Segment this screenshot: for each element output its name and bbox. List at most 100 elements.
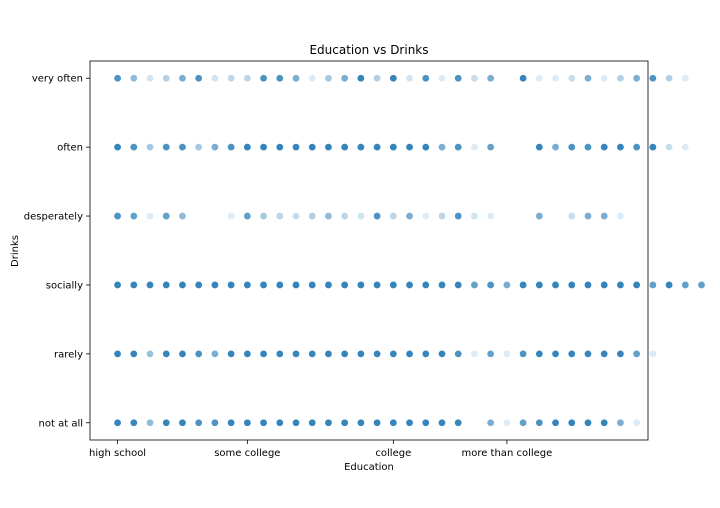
data-point bbox=[438, 419, 446, 427]
data-point bbox=[211, 281, 219, 289]
data-point bbox=[373, 143, 381, 151]
data-point bbox=[243, 350, 251, 358]
data-point bbox=[195, 281, 203, 289]
data-point bbox=[552, 143, 559, 151]
data-point bbox=[308, 350, 316, 358]
data-point bbox=[454, 143, 462, 151]
data-point bbox=[487, 143, 495, 151]
data-point bbox=[422, 143, 430, 151]
data-point bbox=[308, 281, 316, 289]
data-point bbox=[308, 74, 316, 82]
data-point bbox=[438, 350, 446, 358]
data-point bbox=[179, 281, 186, 289]
data-point bbox=[276, 281, 284, 289]
data-point bbox=[243, 143, 251, 151]
data-point bbox=[535, 350, 543, 358]
data-point bbox=[600, 74, 608, 82]
data-point bbox=[389, 212, 397, 220]
data-point bbox=[260, 281, 267, 289]
data-point bbox=[243, 419, 251, 427]
data-point bbox=[600, 350, 608, 358]
data-point bbox=[633, 419, 641, 427]
x-axis-label: Education bbox=[344, 462, 394, 473]
data-point bbox=[438, 212, 446, 220]
data-point bbox=[130, 350, 138, 358]
data-point bbox=[292, 74, 300, 82]
data-point bbox=[325, 212, 332, 220]
data-point bbox=[584, 281, 592, 289]
data-point bbox=[179, 419, 186, 427]
data-point bbox=[179, 212, 186, 220]
data-point bbox=[681, 74, 689, 82]
data-point bbox=[373, 212, 381, 220]
data-point bbox=[260, 419, 267, 427]
data-point bbox=[471, 212, 478, 220]
data-point bbox=[357, 281, 365, 289]
data-point bbox=[438, 281, 446, 289]
data-point bbox=[584, 350, 592, 358]
data-point bbox=[617, 74, 624, 82]
data-point bbox=[162, 350, 170, 358]
data-point bbox=[422, 281, 430, 289]
data-point bbox=[568, 350, 576, 358]
data-point bbox=[406, 281, 413, 289]
data-point bbox=[114, 143, 121, 151]
data-point bbox=[584, 419, 592, 427]
data-point bbox=[260, 74, 267, 82]
data-point bbox=[633, 74, 641, 82]
data-point bbox=[568, 419, 576, 427]
data-point bbox=[179, 74, 186, 82]
data-point bbox=[146, 74, 154, 82]
data-point bbox=[373, 281, 381, 289]
data-point bbox=[195, 74, 203, 82]
data-point bbox=[292, 143, 300, 151]
data-point bbox=[487, 74, 495, 82]
data-point bbox=[633, 281, 641, 289]
data-point bbox=[195, 419, 203, 427]
data-point bbox=[114, 281, 121, 289]
data-point bbox=[633, 350, 641, 358]
data-point bbox=[422, 212, 430, 220]
data-point bbox=[195, 350, 203, 358]
data-point bbox=[568, 212, 576, 220]
data-point bbox=[227, 212, 235, 220]
plot-area bbox=[89, 60, 649, 441]
data-point bbox=[617, 281, 624, 289]
data-point bbox=[519, 74, 527, 82]
chart-title: Education vs Drinks bbox=[309, 43, 428, 57]
data-point bbox=[227, 419, 235, 427]
data-point bbox=[568, 74, 576, 82]
data-point bbox=[357, 74, 365, 82]
data-point bbox=[471, 281, 478, 289]
data-point bbox=[519, 281, 527, 289]
data-point bbox=[211, 74, 219, 82]
data-point bbox=[276, 350, 284, 358]
data-point bbox=[389, 419, 397, 427]
data-point bbox=[325, 281, 332, 289]
data-point bbox=[568, 281, 576, 289]
data-point bbox=[406, 74, 413, 82]
data-point bbox=[471, 143, 478, 151]
data-point bbox=[227, 350, 235, 358]
data-point bbox=[519, 419, 527, 427]
data-point bbox=[584, 212, 592, 220]
data-point bbox=[130, 143, 138, 151]
data-point bbox=[617, 419, 624, 427]
data-point bbox=[454, 281, 462, 289]
data-point bbox=[552, 419, 559, 427]
data-point bbox=[389, 74, 397, 82]
data-point bbox=[487, 350, 495, 358]
data-point bbox=[114, 74, 121, 82]
data-point bbox=[195, 143, 203, 151]
data-point bbox=[503, 281, 511, 289]
data-point bbox=[130, 74, 138, 82]
data-point bbox=[617, 350, 624, 358]
data-point bbox=[600, 419, 608, 427]
data-point bbox=[227, 74, 235, 82]
x-tick-label: college bbox=[375, 448, 411, 459]
data-point bbox=[503, 419, 511, 427]
data-point bbox=[114, 419, 121, 427]
data-point bbox=[535, 419, 543, 427]
